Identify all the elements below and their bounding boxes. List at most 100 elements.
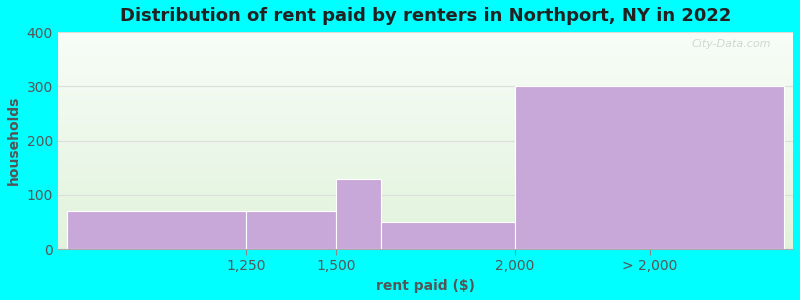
Bar <box>58 82 793 84</box>
Bar <box>58 167 793 169</box>
Bar <box>58 197 793 199</box>
Bar <box>66 211 246 249</box>
Bar <box>58 240 793 243</box>
Bar <box>58 138 793 141</box>
Bar <box>58 199 793 201</box>
Bar <box>58 136 793 138</box>
Bar <box>58 208 793 210</box>
Bar <box>58 91 793 93</box>
Bar <box>58 158 793 160</box>
Bar <box>58 125 793 128</box>
Bar <box>58 238 793 240</box>
Bar <box>58 173 793 175</box>
Bar <box>58 69 793 71</box>
Bar <box>58 73 793 76</box>
Bar <box>58 101 793 104</box>
Bar <box>58 245 793 247</box>
Bar <box>58 117 793 119</box>
Bar <box>58 188 793 190</box>
Bar <box>58 67 793 69</box>
Bar <box>58 97 793 99</box>
Bar <box>58 80 793 82</box>
Bar <box>58 106 793 108</box>
Bar <box>58 99 793 101</box>
Bar <box>58 39 793 41</box>
Bar <box>58 58 793 60</box>
Bar <box>58 34 793 36</box>
Bar <box>58 186 793 188</box>
Bar <box>58 43 793 45</box>
Bar <box>58 71 793 73</box>
Title: Distribution of rent paid by renters in Northport, NY in 2022: Distribution of rent paid by renters in … <box>120 7 731 25</box>
Bar <box>58 193 793 195</box>
Bar <box>58 154 793 156</box>
Bar <box>58 234 793 236</box>
Bar <box>58 86 793 88</box>
Bar <box>58 232 793 234</box>
Bar <box>58 225 793 227</box>
Bar <box>58 156 793 158</box>
Bar <box>58 76 793 78</box>
Bar <box>58 78 793 80</box>
Bar <box>58 147 793 149</box>
Bar <box>58 88 793 91</box>
Bar <box>58 36 793 39</box>
Bar <box>515 86 784 249</box>
Bar <box>58 84 793 86</box>
Bar <box>58 110 793 112</box>
Bar <box>58 212 793 214</box>
Bar <box>58 50 793 52</box>
Bar <box>58 175 793 178</box>
Bar <box>58 112 793 115</box>
Bar <box>58 56 793 58</box>
Bar <box>58 60 793 62</box>
Bar <box>58 108 793 110</box>
Bar <box>58 134 793 136</box>
Bar <box>58 182 793 184</box>
Bar <box>58 227 793 230</box>
Bar <box>58 145 793 147</box>
Bar <box>58 180 793 182</box>
Bar <box>336 178 381 249</box>
Y-axis label: households: households <box>7 96 21 185</box>
Bar <box>58 243 793 245</box>
Bar <box>58 201 793 203</box>
Bar <box>58 128 793 130</box>
Bar <box>58 132 793 134</box>
Bar <box>58 195 793 197</box>
Bar <box>58 223 793 225</box>
Bar <box>58 184 793 186</box>
Bar <box>58 123 793 125</box>
Bar <box>58 64 793 67</box>
Bar <box>58 178 793 180</box>
Bar <box>58 95 793 97</box>
Bar <box>58 171 793 173</box>
Bar <box>58 210 793 212</box>
Bar <box>58 164 793 166</box>
Bar <box>58 104 793 106</box>
Bar <box>58 221 793 223</box>
Bar <box>58 41 793 43</box>
Bar <box>58 206 793 208</box>
Bar <box>58 47 793 50</box>
Bar <box>58 214 793 217</box>
Bar <box>58 130 793 132</box>
Bar <box>381 222 515 249</box>
Bar <box>58 52 793 54</box>
Bar <box>58 93 793 95</box>
Bar <box>58 54 793 56</box>
Bar <box>58 219 793 221</box>
Bar <box>58 230 793 232</box>
Bar <box>58 152 793 154</box>
Bar <box>58 162 793 164</box>
Bar <box>58 169 793 171</box>
Bar <box>58 121 793 123</box>
Bar <box>58 115 793 117</box>
Bar <box>58 190 793 193</box>
Bar <box>58 247 793 249</box>
Bar <box>58 143 793 145</box>
X-axis label: rent paid ($): rent paid ($) <box>376 279 475 293</box>
Bar <box>58 203 793 206</box>
Bar <box>58 119 793 121</box>
Bar <box>58 236 793 238</box>
